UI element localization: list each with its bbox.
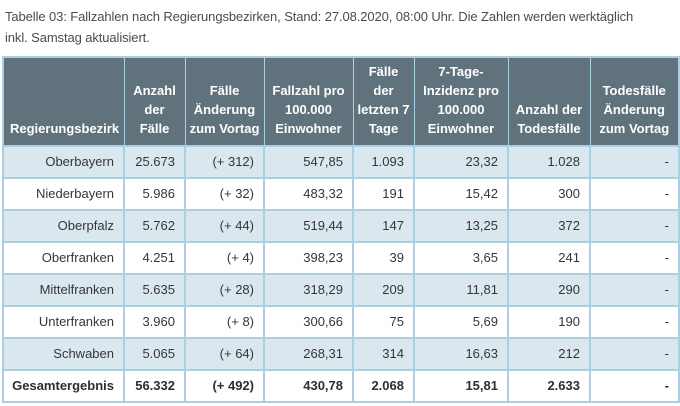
cell-cases-7days: 209: [352, 273, 415, 307]
cell-region: Gesamtergebnis: [2, 369, 125, 403]
cell-cases-change: (+ 4): [184, 241, 265, 275]
cell-deaths-change: -: [589, 241, 680, 275]
cell-deaths-change: -: [589, 209, 680, 243]
cell-deaths-change: -: [589, 145, 680, 179]
cell-deaths: 2.633: [507, 369, 591, 403]
cell-region: Oberbayern: [2, 145, 125, 179]
cell-cases-7days: 39: [352, 241, 415, 275]
cell-incidence-7day: 3,65: [413, 241, 509, 275]
cell-cases-7days: 1.093: [352, 145, 415, 179]
cell-cases-7days: 191: [352, 177, 415, 211]
cell-cases-7days: 2.068: [352, 369, 415, 403]
table-row-total: Gesamtergebnis 56.332 (+ 492) 430,78 2.0…: [2, 369, 680, 403]
cell-cases: 5.762: [123, 209, 186, 243]
cell-cases-per-100k: 398,23: [263, 241, 354, 275]
col-header-region: Regierungsbezirk: [2, 56, 125, 147]
cell-cases-7days: 75: [352, 305, 415, 339]
cell-deaths: 300: [507, 177, 591, 211]
cell-cases-per-100k: 318,29: [263, 273, 354, 307]
cell-cases-change: (+ 64): [184, 337, 265, 371]
col-header-deaths-change: Todesfälle Änderung zum Vortag: [589, 56, 680, 147]
table-caption-line2: inkl. Samstag aktualisiert.: [5, 30, 150, 45]
cell-deaths-change: -: [589, 369, 680, 403]
cell-cases: 5.065: [123, 337, 186, 371]
col-header-cases: Anzahl der Fälle: [123, 56, 186, 147]
cell-cases: 5.635: [123, 273, 186, 307]
cell-cases: 3.960: [123, 305, 186, 339]
cell-deaths: 290: [507, 273, 591, 307]
cell-incidence-7day: 11,81: [413, 273, 509, 307]
cell-cases-change: (+ 492): [184, 369, 265, 403]
table-row-mittelfranken: Mittelfranken 5.635 (+ 28) 318,29 209 11…: [2, 273, 680, 307]
cell-incidence-7day: 5,69: [413, 305, 509, 339]
cell-cases: 25.673: [123, 145, 186, 179]
cell-deaths: 372: [507, 209, 591, 243]
cell-cases: 5.986: [123, 177, 186, 211]
cell-cases-per-100k: 268,31: [263, 337, 354, 371]
table-row-niederbayern: Niederbayern 5.986 (+ 32) 483,32 191 15,…: [2, 177, 680, 211]
col-header-deaths: Anzahl der Todesfälle: [507, 56, 591, 147]
cell-cases-per-100k: 519,44: [263, 209, 354, 243]
col-header-cases-change: Fälle Änderung zum Vortag: [184, 56, 265, 147]
cell-incidence-7day: 23,32: [413, 145, 509, 179]
cases-by-district-table: Regierungsbezirk Anzahl der Fälle Fälle …: [2, 56, 680, 403]
table-caption: Tabelle 03: Fallzahlen nach Regierungsbe…: [0, 0, 680, 48]
cell-cases: 4.251: [123, 241, 186, 275]
col-header-cases-per-100k: Fallzahl pro 100.000 Einwohner: [263, 56, 354, 147]
cell-cases-change: (+ 8): [184, 305, 265, 339]
cell-region: Mittelfranken: [2, 273, 125, 307]
cell-deaths: 1.028: [507, 145, 591, 179]
cell-cases-7days: 314: [352, 337, 415, 371]
cell-deaths: 212: [507, 337, 591, 371]
cell-cases-per-100k: 483,32: [263, 177, 354, 211]
cell-region: Schwaben: [2, 337, 125, 371]
table-row-schwaben: Schwaben 5.065 (+ 64) 268,31 314 16,63 2…: [2, 337, 680, 371]
cell-deaths: 241: [507, 241, 591, 275]
cell-deaths-change: -: [589, 305, 680, 339]
cell-incidence-7day: 16,63: [413, 337, 509, 371]
cell-deaths: 190: [507, 305, 591, 339]
cell-cases-change: (+ 44): [184, 209, 265, 243]
cell-incidence-7day: 15,42: [413, 177, 509, 211]
cell-cases-per-100k: 300,66: [263, 305, 354, 339]
cell-cases-change: (+ 312): [184, 145, 265, 179]
cell-cases-per-100k: 547,85: [263, 145, 354, 179]
table-row-oberpfalz: Oberpfalz 5.762 (+ 44) 519,44 147 13,25 …: [2, 209, 680, 243]
cell-cases-change: (+ 32): [184, 177, 265, 211]
table-row-unterfranken: Unterfranken 3.960 (+ 8) 300,66 75 5,69 …: [2, 305, 680, 339]
cell-region: Oberpfalz: [2, 209, 125, 243]
table-caption-line1: Tabelle 03: Fallzahlen nach Regierungsbe…: [5, 9, 634, 24]
cell-region: Oberfranken: [2, 241, 125, 275]
col-header-incidence-7day: 7-Tage-Inzidenz pro 100.000 Einwohner: [413, 56, 509, 147]
cell-region: Unterfranken: [2, 305, 125, 339]
cell-deaths-change: -: [589, 273, 680, 307]
cell-incidence-7day: 15,81: [413, 369, 509, 403]
table-row-oberbayern: Oberbayern 25.673 (+ 312) 547,85 1.093 2…: [2, 145, 680, 179]
cell-cases-per-100k: 430,78: [263, 369, 354, 403]
cell-region: Niederbayern: [2, 177, 125, 211]
table-header-row: Regierungsbezirk Anzahl der Fälle Fälle …: [2, 56, 680, 147]
cell-incidence-7day: 13,25: [413, 209, 509, 243]
cell-deaths-change: -: [589, 177, 680, 211]
cell-cases-7days: 147: [352, 209, 415, 243]
table-row-oberfranken: Oberfranken 4.251 (+ 4) 398,23 39 3,65 2…: [2, 241, 680, 275]
col-header-cases-7days: Fälle der letzten 7 Tage: [352, 56, 415, 147]
cell-cases-change: (+ 28): [184, 273, 265, 307]
cell-deaths-change: -: [589, 337, 680, 371]
cell-cases: 56.332: [123, 369, 186, 403]
